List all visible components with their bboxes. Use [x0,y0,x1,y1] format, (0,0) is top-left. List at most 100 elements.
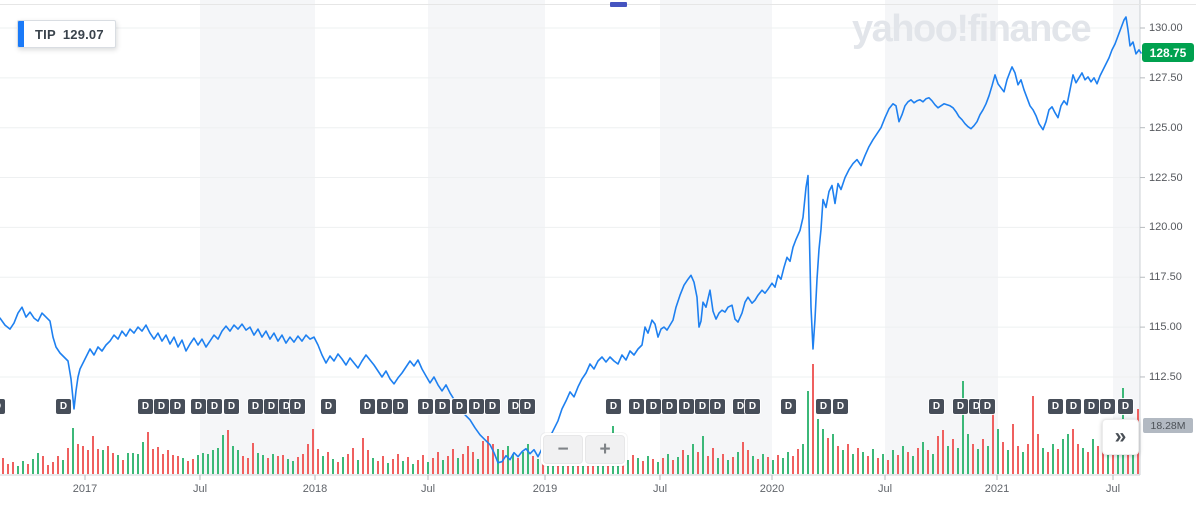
dividend-marker[interactable]: D [733,399,748,414]
dividend-marker[interactable]: D [679,399,694,414]
volume-bar-up [292,461,294,474]
x-axis-label: 2020 [759,483,785,495]
dividend-marker[interactable]: D [377,399,392,414]
dividend-marker[interactable]: D [138,399,153,414]
volume-bar-down [587,459,589,474]
navigator-handle[interactable] [610,2,627,7]
volume-bar-up [832,434,834,474]
dividend-marker[interactable]: D [418,399,433,414]
volume-bar-down [462,454,464,474]
volume-bar-up [637,458,639,474]
zoom-out-button[interactable]: − [543,435,583,464]
dividend-marker[interactable]: D [1118,399,1133,414]
dividend-marker[interactable]: D [929,399,944,414]
dividend-marker[interactable]: D [745,399,760,414]
dividend-marker[interactable]: D [833,399,848,414]
x-axis-label: Jul [192,483,208,495]
volume-bar-down [227,430,229,474]
volume-bar-down [172,455,174,474]
volume-bar-down [982,439,984,474]
volume-bar-down [47,465,49,474]
volume-bar-down [917,448,919,474]
volume-bar-down [252,443,254,474]
dividend-marker[interactable]: D [980,399,995,414]
volume-bar-up [752,456,754,474]
volume-bar-up [402,461,404,474]
volume-bar-up [892,450,894,474]
volume-bar-down [532,456,534,474]
dividend-marker[interactable]: D [646,399,661,414]
volume-bar-down [362,438,364,474]
dividend-marker[interactable]: D [1084,399,1099,414]
volume-bar-down [77,444,79,474]
dividend-marker[interactable]: D [154,399,169,414]
dividend-marker[interactable]: D [1100,399,1115,414]
volume-bar-down [267,458,269,474]
plot-band [885,0,998,475]
dividend-marker[interactable]: D [485,399,500,414]
dividend-marker[interactable]: D [1048,399,1063,414]
dividend-marker[interactable]: D [207,399,222,414]
dividend-marker[interactable]: D [695,399,710,414]
volume-bar-down [502,450,504,474]
dividend-marker[interactable]: D [290,399,305,414]
dividend-marker[interactable]: D [264,399,279,414]
volume-bar-up [902,446,904,474]
dividend-marker[interactable]: D [248,399,263,414]
volume-bar-down [742,442,744,474]
volume-bar-down [1047,452,1049,474]
dividend-marker[interactable]: D [606,399,621,414]
volume-bar-down [927,450,929,474]
tooltip-accent-bar [18,21,24,47]
volume-bar-up [782,458,784,474]
volume-bar-down [792,456,794,474]
dividend-marker[interactable]: D [781,399,796,414]
dividend-marker[interactable]: D [1066,399,1081,414]
dividend-marker[interactable]: D [170,399,185,414]
dividend-marker[interactable]: D [0,399,5,414]
tooltip-symbol: TIP [35,26,56,42]
volume-bar-up [72,428,74,474]
plot-band [200,0,315,475]
dividend-marker[interactable]: D [710,399,725,414]
volume-bar-up [272,454,274,474]
dividend-marker[interactable]: D [191,399,206,414]
volume-bar-down [277,456,279,474]
volume-bar-up [332,459,334,474]
dividend-marker[interactable]: D [629,399,644,414]
x-axis-label: 2017 [72,483,98,495]
dividend-marker[interactable]: D [435,399,450,414]
dividend-marker[interactable]: D [56,399,71,414]
zoom-in-button[interactable]: + [585,435,625,464]
x-axis-label: Jul [1105,483,1121,495]
volume-bar-up [137,454,139,474]
dividend-marker[interactable]: D [520,399,535,414]
volume-bar-down [847,444,849,474]
volume-bar-down [712,448,714,474]
dividend-marker[interactable]: D [508,399,523,414]
volume-bar-up [527,444,529,474]
dividend-marker[interactable]: D [662,399,677,414]
x-axis-label: Jul [652,483,668,495]
volume-bar-down [167,450,169,474]
dividend-marker[interactable]: D [360,399,375,414]
volume-bar-up [322,456,324,474]
volume-bar-up [212,450,214,474]
dividend-marker[interactable]: D [224,399,239,414]
expand-chart-button[interactable]: » [1102,419,1139,455]
dividend-marker[interactable]: D [953,399,968,414]
volume-bar-down [87,450,89,474]
dividend-marker[interactable]: D [321,399,336,414]
volume-bar-up [727,460,729,474]
volume-bar-up [412,464,414,474]
volume-bar-down [757,459,759,474]
yahoo-finance-watermark: yahoo!finance [852,8,1092,50]
volume-bar-up [62,460,64,474]
dividend-marker[interactable]: D [393,399,408,414]
dividend-marker[interactable]: D [469,399,484,414]
volume-bar-up [677,457,679,474]
dividend-marker[interactable]: D [816,399,831,414]
dividend-marker[interactable]: D [452,399,467,414]
